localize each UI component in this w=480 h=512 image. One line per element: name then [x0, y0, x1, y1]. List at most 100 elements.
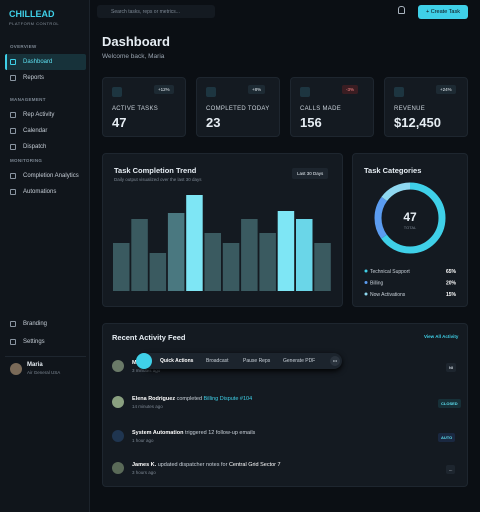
section-title: MONITORING: [10, 158, 43, 163]
stat-value: 47: [112, 115, 127, 130]
activity-actor: Elena Rodriguez: [132, 396, 176, 402]
legend-value: 20%: [446, 280, 457, 286]
avatar: [112, 430, 124, 442]
nav-item[interactable]: Reports: [23, 75, 45, 81]
nav-item[interactable]: Settings: [23, 339, 45, 345]
bar: [167, 213, 185, 291]
avatar: [112, 462, 124, 474]
page-title: Dashboard: [102, 34, 170, 49]
card-title: Task Categories: [364, 166, 422, 175]
donut-segment: [374, 182, 446, 254]
legend-dot: [364, 292, 368, 296]
section-title: MANAGEMENT: [10, 97, 46, 102]
search-box[interactable]: [97, 5, 215, 18]
nav-item[interactable]: Dispatch: [23, 144, 47, 150]
bar: [277, 211, 295, 291]
activity-badge: AUTO: [438, 433, 456, 442]
stat-value: 156: [300, 115, 322, 130]
activity-time: 1 hour ago: [132, 438, 154, 443]
stat-value: 23: [206, 115, 221, 130]
page-subtitle: Welcome back, Maria: [102, 53, 165, 60]
activity-badge: NI: [446, 363, 456, 372]
section-title: OVERVIEW: [10, 44, 37, 49]
stat-icon: [206, 87, 216, 97]
legend-label: Now Activations: [370, 292, 406, 298]
bar: [259, 233, 276, 291]
avatar: [112, 360, 124, 372]
sidebar: CHILLEAD PLATFORM CONTROL OVERVIEW Dashb…: [0, 0, 90, 512]
activity-time: 3 minutes ago: [132, 368, 161, 373]
tagline: PLATFORM CONTROL: [9, 21, 60, 26]
nav-item[interactable]: Branding: [23, 321, 48, 327]
legend-label: Billing: [370, 280, 384, 286]
activity-badge: ...: [446, 465, 456, 474]
activity-text: Elena Rodriguez completed Billing Disput…: [132, 396, 252, 402]
activity-action: triggered 12 follow-up emails: [184, 430, 256, 436]
activity-target[interactable]: Central Grid Sector 7: [228, 462, 281, 468]
bar: [204, 233, 221, 291]
search-placeholder: Search tasks, reps or metrics...: [111, 9, 180, 15]
quick-action[interactable]: Quick Actions: [160, 358, 194, 364]
quick-action[interactable]: Broadcast: [206, 358, 229, 364]
nav-item[interactable]: Completion Analytics: [23, 173, 79, 179]
stat-change: +8%: [248, 85, 266, 94]
card-title: Recent Activity Feed: [112, 333, 186, 342]
stat-label: REVENUE: [394, 106, 426, 112]
stat-change: +24%: [436, 85, 456, 94]
activity-actor: M: [132, 360, 137, 366]
nav-item[interactable]: Rep Activity: [23, 112, 55, 118]
view-all-link[interactable]: View All Activity: [424, 334, 459, 339]
activity-card: [102, 323, 468, 487]
create-button[interactable]: + Create Task: [418, 5, 468, 19]
activity-time: 3 hours ago: [132, 470, 156, 475]
stat-label: ACTIVE TASKS: [112, 106, 159, 112]
bar: [113, 243, 130, 291]
legend-dot: [364, 281, 368, 284]
legend-dot: [364, 269, 368, 273]
bar: [296, 219, 313, 291]
nav-item[interactable]: Automations: [23, 189, 57, 195]
user-org: Air General USA: [27, 370, 61, 375]
nav-item[interactable]: Dashboard: [23, 59, 53, 65]
range-button[interactable]: Last 30 Days: [292, 168, 329, 179]
activity-text: James K. updated dispatcher notes for Ce…: [132, 462, 281, 468]
donut-total: 47: [403, 210, 417, 224]
quick-actions-bar: [142, 353, 342, 369]
stat-icon: [300, 87, 310, 97]
donut-segment: [374, 182, 446, 254]
legend-value: 15%: [446, 292, 457, 298]
bar: [222, 243, 240, 291]
card-title: Task Completion Trend: [114, 166, 197, 175]
activity-actor: James K.: [132, 462, 157, 468]
user-name: Maria: [27, 362, 43, 368]
activity-text: M: [132, 360, 137, 366]
more-icon[interactable]: •••: [330, 356, 340, 366]
quick-action[interactable]: Pause Reps: [243, 358, 271, 364]
nav-item[interactable]: Calendar: [23, 128, 48, 134]
categories-card: [352, 153, 468, 307]
stat-icon: [394, 87, 404, 97]
stat-value: $12,450: [394, 115, 441, 130]
active-nav: [5, 54, 86, 70]
bar: [131, 219, 148, 291]
quick-action-icon[interactable]: [136, 353, 152, 369]
bar: [186, 195, 203, 291]
quick-action[interactable]: Generate PDF: [283, 358, 316, 364]
bar: [314, 243, 331, 291]
activity-action: updated dispatcher notes for: [157, 462, 228, 468]
activity-action: completed: [176, 396, 203, 402]
stat-change: +12%: [154, 85, 174, 94]
activity-badge: CLOSED: [438, 399, 461, 408]
card-subtitle: Daily output visualized over the last 30…: [114, 177, 202, 182]
activity-target[interactable]: Billing Dispute #104: [203, 396, 253, 402]
activity-actor: System Automation: [132, 430, 184, 436]
logo[interactable]: CHILLEAD: [9, 9, 55, 19]
bar: [149, 253, 167, 291]
bell-icon[interactable]: [398, 6, 405, 14]
legend-label: Technical Support: [370, 269, 410, 275]
stat-change: -3%: [342, 85, 359, 94]
legend-value: 65%: [446, 269, 457, 275]
stat-icon: [112, 87, 122, 97]
